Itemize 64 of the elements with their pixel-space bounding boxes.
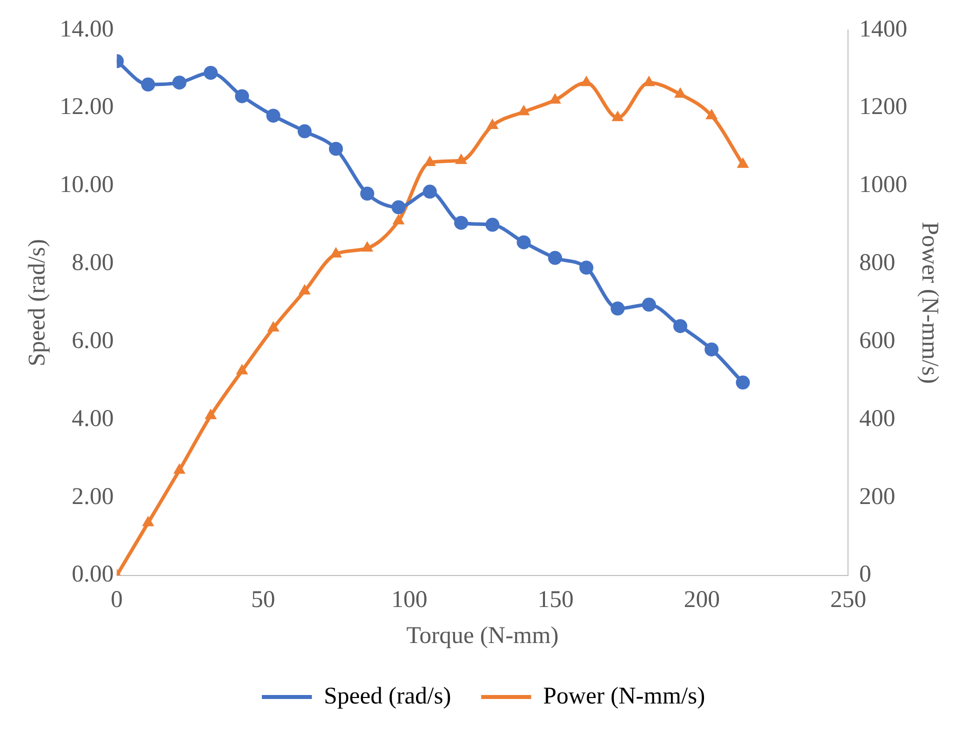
y-tick-label: 14.00: [60, 16, 114, 42]
point: [236, 364, 248, 374]
y-tick-label: 8.00: [72, 250, 114, 276]
point: [142, 516, 154, 526]
y2-tick-label: 0: [859, 562, 872, 588]
point: [706, 108, 718, 120]
point: [485, 218, 500, 232]
point: [392, 200, 406, 214]
point: [266, 108, 280, 123]
point: [298, 124, 312, 138]
point: [548, 250, 562, 265]
point: [579, 260, 594, 275]
point: [330, 247, 342, 258]
point: [392, 214, 405, 224]
point: [736, 157, 749, 168]
point: [360, 186, 374, 201]
point: [674, 87, 686, 98]
y-axis-title: Speed (rad/s): [24, 239, 51, 366]
y2-tick-label: 800: [859, 250, 896, 276]
y-tick-label: 4.00: [72, 406, 114, 432]
point: [328, 142, 343, 156]
point: [361, 241, 374, 252]
y-tick-label: 12.00: [60, 94, 114, 120]
point: [673, 319, 688, 334]
point: [455, 154, 468, 164]
point: [422, 184, 437, 199]
point: [642, 298, 656, 312]
y2-tick-label: 600: [859, 328, 896, 354]
y2-tick-label: 200: [859, 484, 896, 510]
y-tick-label: 0.00: [72, 562, 114, 588]
point: [204, 66, 218, 80]
point: [267, 321, 280, 332]
point: [518, 104, 530, 116]
y-tick-label: 10.00: [60, 172, 114, 198]
point: [704, 342, 719, 356]
x-tick-label: 0: [110, 587, 123, 614]
point: [173, 463, 186, 474]
point: [612, 110, 624, 122]
y2-tick-label: 1000: [859, 172, 908, 198]
point: [235, 89, 250, 104]
legend-label: Power (N-mm/s): [543, 683, 706, 710]
x-tick-label: 200: [684, 587, 720, 614]
y2-tick-label: 400: [859, 406, 896, 432]
point: [204, 408, 217, 420]
point: [486, 118, 499, 129]
point: [454, 216, 468, 230]
point: [172, 76, 186, 90]
y2-axis-title: Power (N-mm/s): [916, 222, 942, 384]
legend-label: Speed (rad/s): [324, 683, 452, 710]
point: [424, 155, 436, 166]
point: [516, 235, 531, 250]
x-tick-label: 50: [251, 587, 276, 614]
x-axis-title: Torque (N-mm): [406, 622, 559, 649]
point: [610, 302, 625, 316]
point: [736, 376, 750, 390]
y2-tick-label: 1200: [859, 94, 908, 120]
x-tick-label: 250: [830, 587, 866, 614]
x-tick-label: 100: [391, 587, 428, 614]
y-tick-label: 6.00: [72, 328, 114, 354]
point: [141, 78, 156, 92]
x-tick-label: 150: [538, 587, 574, 614]
point: [298, 284, 311, 295]
y2-tick-label: 1400: [859, 16, 908, 42]
y-tick-label: 2.00: [72, 484, 114, 510]
